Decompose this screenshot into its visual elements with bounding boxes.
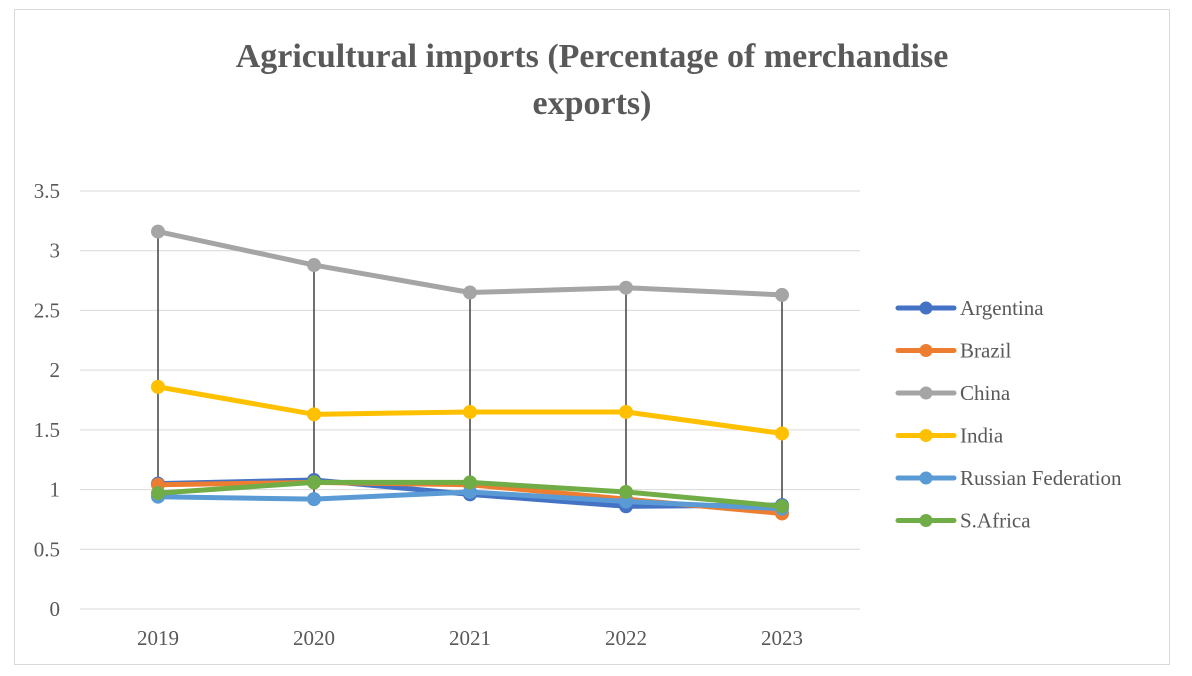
data-point bbox=[463, 404, 477, 419]
y-tick-label: 1 bbox=[50, 478, 61, 502]
x-axis: 2019 2020 2021 2022 2023 bbox=[137, 626, 803, 650]
drop-lines bbox=[157, 231, 783, 514]
legend-item: Russian Federation bbox=[895, 466, 1122, 490]
series-china bbox=[151, 224, 789, 302]
legend-label: Brazil bbox=[960, 339, 1011, 363]
legend-key-marker bbox=[919, 344, 933, 357]
data-point bbox=[619, 404, 633, 419]
x-tick-label: 2019 bbox=[137, 626, 179, 650]
y-tick-label: 2 bbox=[50, 358, 61, 382]
data-point bbox=[775, 287, 789, 302]
chart-frame bbox=[14, 9, 1170, 665]
series-lines bbox=[151, 224, 789, 521]
chart-title-line-1: Agricultural imports (Percentage of merc… bbox=[235, 38, 949, 75]
series-line bbox=[155, 229, 785, 298]
series-india bbox=[151, 379, 789, 441]
data-point bbox=[307, 492, 321, 507]
y-tick-label: 0.5 bbox=[34, 537, 60, 561]
x-tick-label: 2020 bbox=[293, 626, 335, 650]
legend-item: India bbox=[895, 424, 1004, 448]
y-tick-label: 2.5 bbox=[34, 298, 60, 322]
data-point bbox=[151, 224, 165, 239]
data-point bbox=[307, 407, 321, 422]
legend-key-marker bbox=[919, 514, 933, 527]
data-point bbox=[151, 486, 165, 501]
legend-key-marker bbox=[919, 471, 933, 485]
legend-key-marker bbox=[919, 301, 933, 315]
data-point bbox=[151, 379, 165, 394]
legend-label: Russian Federation bbox=[960, 466, 1122, 490]
x-tick-label: 2021 bbox=[449, 626, 491, 650]
legend-item: S.Africa bbox=[895, 509, 1031, 533]
y-tick-label: 0 bbox=[50, 597, 61, 621]
data-point bbox=[463, 475, 477, 490]
chart-title: Agricultural imports (Percentage of merc… bbox=[0, 33, 1184, 127]
data-point bbox=[775, 426, 789, 441]
data-point bbox=[307, 258, 321, 273]
y-tick-label: 3 bbox=[50, 239, 61, 263]
chart-title-line-2: exports) bbox=[532, 85, 652, 122]
y-tick-label: 1.5 bbox=[34, 418, 60, 442]
x-tick-label: 2023 bbox=[761, 626, 803, 650]
data-point bbox=[619, 280, 633, 295]
data-point bbox=[619, 484, 633, 499]
legend: Argentina Brazil China India Russian Federat… bbox=[895, 296, 1122, 533]
y-axis: 0 0.5 1 1.5 2 2.5 3 3.5 bbox=[34, 179, 60, 621]
legend-key-marker bbox=[919, 429, 933, 442]
data-point bbox=[463, 285, 477, 300]
legend-key-marker bbox=[919, 386, 933, 400]
legend-item: Brazil bbox=[895, 339, 1011, 363]
legend-item: Argentina bbox=[895, 296, 1044, 320]
legend-label: Argentina bbox=[960, 296, 1044, 320]
y-tick-label: 3.5 bbox=[34, 179, 60, 203]
x-tick-label: 2022 bbox=[605, 626, 647, 650]
data-point bbox=[775, 499, 789, 514]
legend-label: China bbox=[960, 381, 1011, 405]
legend-label: S.Africa bbox=[960, 509, 1031, 533]
series-s-africa bbox=[151, 475, 789, 514]
legend-item: China bbox=[895, 381, 1011, 405]
data-point bbox=[307, 475, 321, 490]
legend-label: India bbox=[960, 424, 1004, 448]
